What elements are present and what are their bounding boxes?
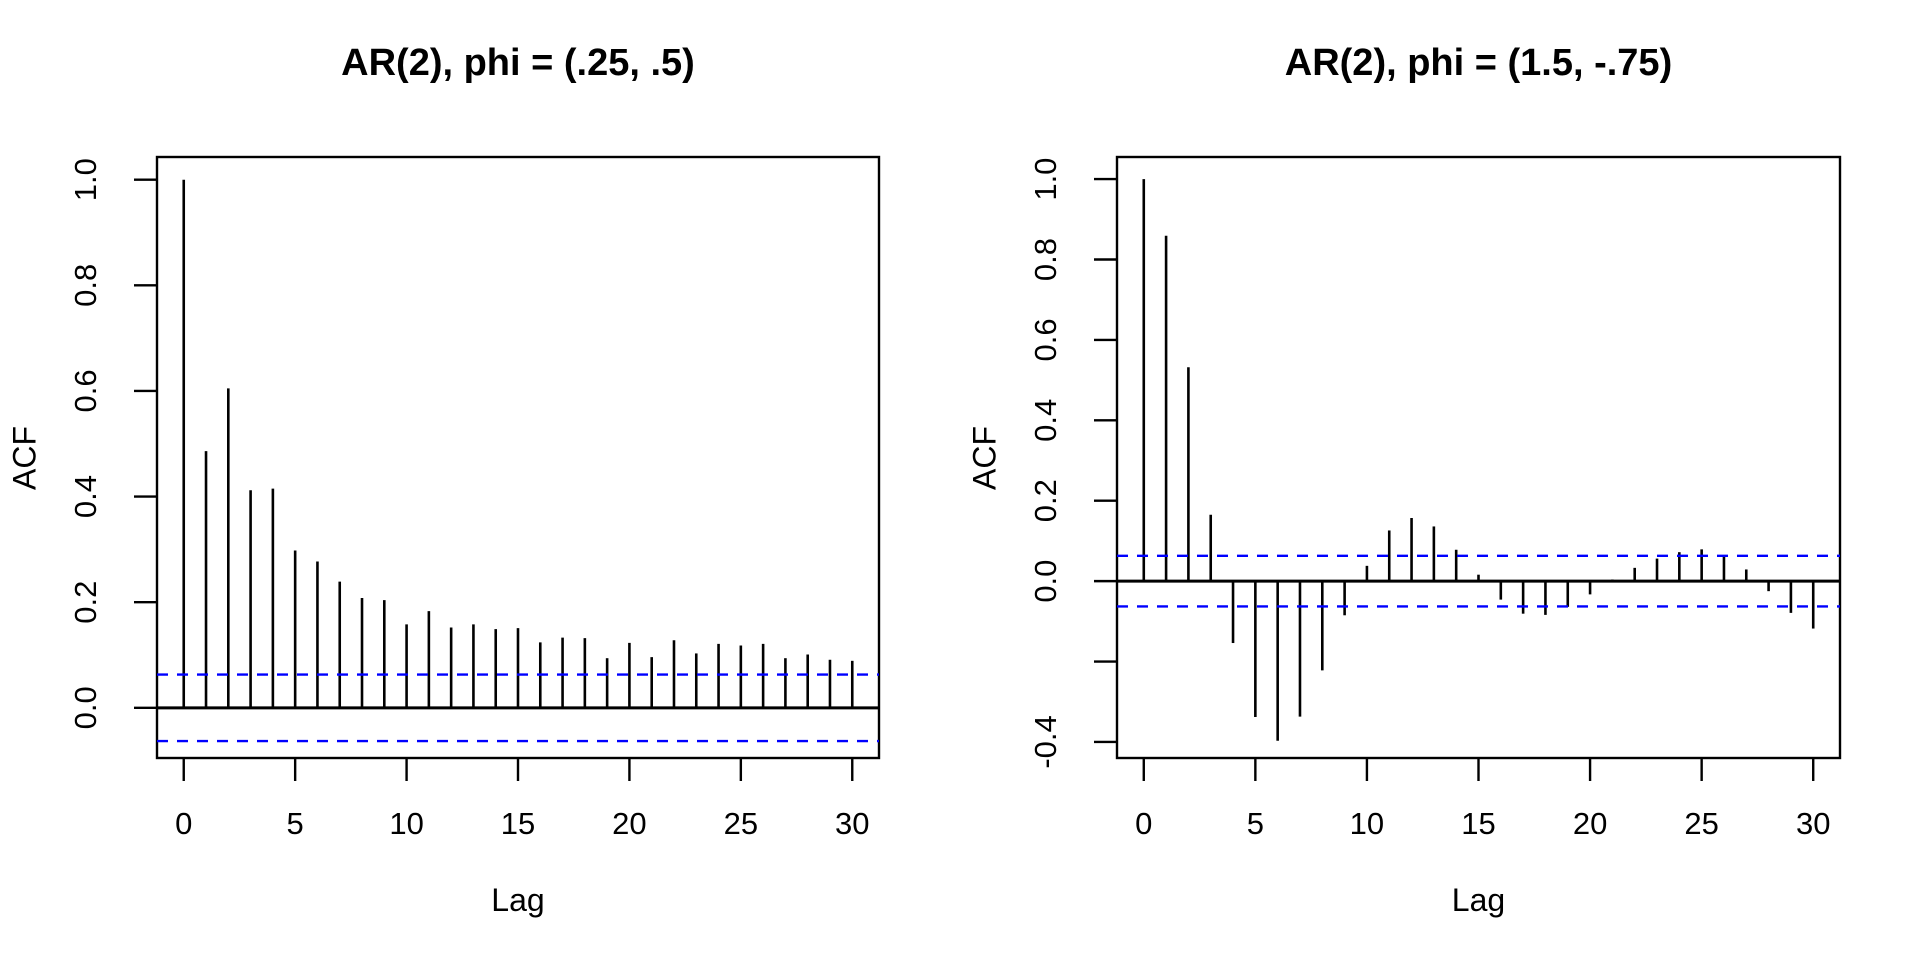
- y-axis-label-left: ACF: [6, 426, 43, 490]
- y-tick-label: 0.4: [1028, 399, 1063, 442]
- y-axis-label-right: ACF: [966, 426, 1003, 490]
- x-tick-label: 10: [389, 806, 423, 841]
- x-axis-label-left: Lag: [491, 882, 545, 918]
- x-tick-label: 5: [1247, 806, 1264, 841]
- y-tick-label: 1.0: [68, 158, 103, 201]
- y-tick-label: -0.4: [1028, 715, 1063, 768]
- panel-title-left: AR(2), phi = (.25, .5): [341, 42, 695, 84]
- x-tick-label: 30: [1796, 806, 1830, 841]
- plot-box: [1115, 155, 1842, 760]
- y-tick-label: 0.0: [1028, 560, 1063, 603]
- acf-panel-left: 0.0 0.2 0.4 0.6 0.8 1.0 0 5 10 15 20 25 30: [68, 155, 881, 841]
- x-tick-label: 0: [1135, 806, 1152, 841]
- x-tick-label: 15: [501, 806, 535, 841]
- y-tick-label: 0.0: [68, 686, 103, 729]
- x-tick-label: 15: [1461, 806, 1495, 841]
- y-tick-label: 0.8: [1028, 238, 1063, 281]
- x-tick-label: 30: [835, 806, 869, 841]
- x-tick-label: 0: [175, 806, 192, 841]
- y-tick-label: 0.2: [1028, 479, 1063, 522]
- y-tick-label: 0.6: [1028, 318, 1063, 361]
- x-tick-label: 10: [1350, 806, 1384, 841]
- x-tick-label: 5: [287, 806, 304, 841]
- x-axis-label-right: Lag: [1451, 882, 1506, 918]
- x-tick-label: 20: [1573, 806, 1607, 841]
- x-tick-label: 20: [612, 806, 646, 841]
- y-tick-label: 0.4: [68, 475, 103, 518]
- acf-panel-right: -0.4 0.0 0.2 0.4 0.6 0.8 1.0 0 5 10 15 20 25 30: [1028, 155, 1842, 841]
- y-tick-label: 0.2: [68, 581, 103, 624]
- x-tick-label: 25: [724, 806, 758, 841]
- y-tick-label: 0.8: [68, 264, 103, 307]
- y-tick-label: 0.6: [68, 369, 103, 412]
- panel-title-right: AR(2), phi = (1.5, -.75): [1284, 42, 1673, 84]
- y-tick-label: 1.0: [1028, 158, 1063, 201]
- x-tick-label: 25: [1684, 806, 1718, 841]
